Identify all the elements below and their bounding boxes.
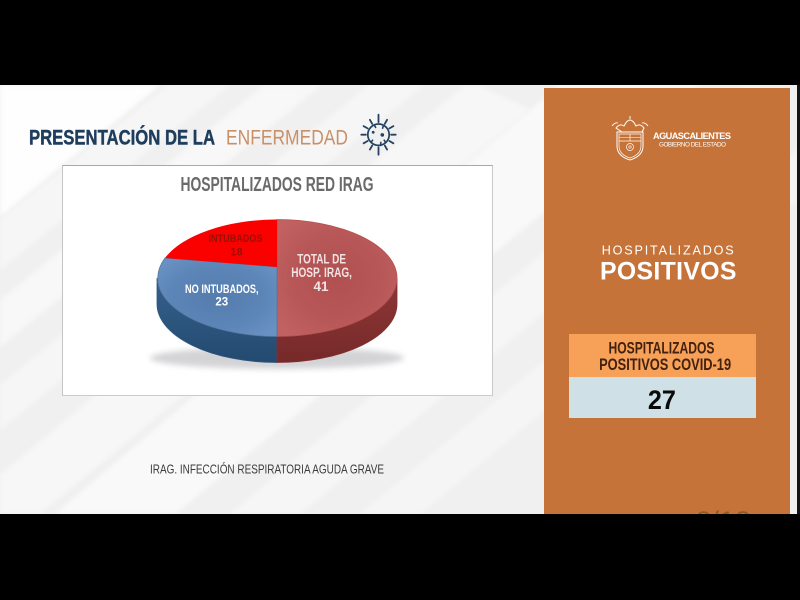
svg-text:TOTAL DE: TOTAL DE	[297, 251, 346, 266]
svg-text:18: 18	[230, 247, 242, 259]
svg-text:POSITIVOS COVID-19: POSITIVOS COVID-19	[599, 355, 731, 374]
svg-text:POSITIVOS: POSITIVOS	[600, 259, 736, 286]
svg-text:NO INTUBADOS,: NO INTUBADOS,	[185, 284, 259, 296]
svg-text:HOSPITALIZADOS: HOSPITALIZADOS	[609, 339, 715, 358]
svg-text:27: 27	[648, 385, 676, 415]
svg-text:IRAG. INFECCIÓN RESPIRATORIA A: IRAG. INFECCIÓN RESPIRATORIA AGUDA GRAVE	[150, 462, 384, 477]
svg-text:HOSP. IRAG,: HOSP. IRAG,	[291, 265, 352, 280]
svg-text:INTUBADOS: INTUBADOS	[209, 233, 263, 245]
svg-text:PRESENTACIÓN DE LA: PRESENTACIÓN DE LA	[29, 125, 215, 149]
svg-text:HOSPITALIZADOS: HOSPITALIZADOS	[602, 244, 734, 258]
svg-text:41: 41	[313, 279, 329, 294]
svg-text:HOSPITALIZADOS RED IRAG: HOSPITALIZADOS RED IRAG	[181, 174, 374, 196]
svg-text:23: 23	[215, 296, 228, 308]
svg-text:GOBIERNO DEL ESTADO: GOBIERNO DEL ESTADO	[659, 141, 726, 148]
svg-text:ENFERMEDAD: ENFERMEDAD	[226, 126, 348, 149]
svg-text:AGUASCALIENTES: AGUASCALIENTES	[653, 131, 731, 141]
